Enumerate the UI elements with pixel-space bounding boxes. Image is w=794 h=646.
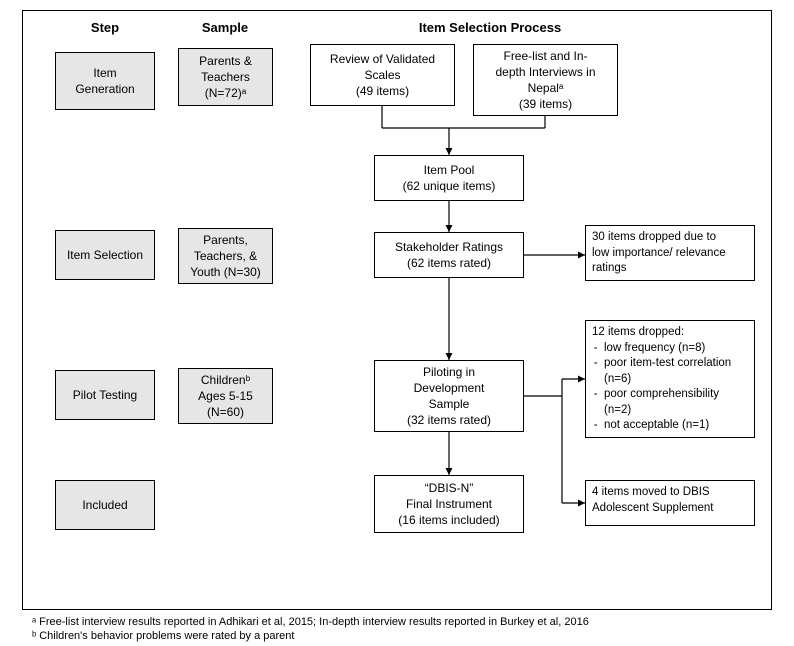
text: depth Interviews in — [495, 64, 595, 80]
box-freelist: Free-list and In- depth Interviews in Ne… — [473, 44, 618, 116]
list-item: not acceptable (n=1) — [604, 418, 748, 434]
text: Parents, — [203, 232, 248, 248]
header-step: Step — [60, 20, 150, 35]
text: Final Instrument — [406, 496, 492, 512]
list-item: poor item-test correlation (n=6) — [604, 356, 748, 387]
text: (49 items) — [356, 83, 409, 99]
step-label: Included — [82, 497, 127, 513]
text: Teachers, & — [194, 248, 257, 264]
text: Nepalᵃ — [528, 80, 564, 96]
text: Stakeholder Ratings — [395, 239, 503, 255]
text: (N=72)ᵃ — [205, 85, 246, 101]
text: (62 items rated) — [407, 255, 491, 271]
list-item: poor comprehensibility (n=2) — [604, 387, 748, 418]
box-final: “DBIS-N” Final Instrument (16 items incl… — [374, 475, 524, 533]
text: 12 items dropped: — [592, 325, 684, 341]
step-item-selection: Item Selection — [55, 230, 155, 280]
header-process: Item Selection Process — [340, 20, 640, 35]
text: 30 items dropped due to — [592, 230, 716, 246]
text: Item Pool — [424, 162, 475, 178]
text: Childrenᵇ — [201, 372, 250, 388]
text: Development — [414, 380, 485, 396]
step-label: Item Generation — [75, 65, 134, 97]
box-stakeholder: Stakeholder Ratings (62 items rated) — [374, 232, 524, 278]
box-drop30: 30 items dropped due to low importance/ … — [585, 225, 755, 281]
text: (32 items rated) — [407, 412, 491, 428]
step-label: Pilot Testing — [73, 387, 137, 403]
text: (N=60) — [207, 404, 244, 420]
step-item-generation: Item Generation — [55, 52, 155, 110]
sample-generation: Parents & Teachers (N=72)ᵃ — [178, 48, 273, 106]
text: (39 items) — [519, 96, 572, 112]
text: Adolescent Supplement — [592, 501, 713, 517]
sample-selection: Parents, Teachers, & Youth (N=30) — [178, 228, 273, 284]
page: Step Sample Item Selection Process Item … — [0, 0, 794, 646]
text: low importance/ relevance — [592, 246, 726, 262]
text: Free-list and In- — [503, 48, 587, 64]
text: Review of Validated — [330, 51, 435, 67]
text: Scales — [364, 67, 400, 83]
text: Piloting in — [423, 364, 475, 380]
box-move4: 4 items moved to DBIS Adolescent Supplem… — [585, 480, 755, 526]
box-piloting: Piloting in Development Sample (32 items… — [374, 360, 524, 432]
text: 4 items moved to DBIS — [592, 485, 710, 501]
text: ratings — [592, 261, 627, 277]
box-review-scales: Review of Validated Scales (49 items) — [310, 44, 455, 106]
step-included: Included — [55, 480, 155, 530]
text: Parents & — [199, 53, 252, 69]
text: Teachers — [201, 69, 250, 85]
text: Sample — [429, 396, 470, 412]
text: (16 items included) — [398, 512, 499, 528]
text: (62 unique items) — [403, 178, 496, 194]
box-item-pool: Item Pool (62 unique items) — [374, 155, 524, 201]
step-label: Item Selection — [67, 247, 143, 263]
text: Youth (N=30) — [190, 264, 261, 280]
step-pilot-testing: Pilot Testing — [55, 370, 155, 420]
text: “DBIS-N” — [425, 480, 474, 496]
sample-pilot: Childrenᵇ Ages 5-15 (N=60) — [178, 368, 273, 424]
drop12-list: low frequency (n=8) poor item-test corre… — [604, 341, 748, 434]
list-item: low frequency (n=8) — [604, 341, 748, 357]
footnote-b: ᵇ Children's behavior problems were rate… — [32, 630, 294, 642]
box-drop12: 12 items dropped: low frequency (n=8) po… — [585, 320, 755, 438]
footnote-a: ᵃ Free-list interview results reported i… — [32, 616, 589, 628]
text: Ages 5-15 — [198, 388, 253, 404]
header-sample: Sample — [180, 20, 270, 35]
